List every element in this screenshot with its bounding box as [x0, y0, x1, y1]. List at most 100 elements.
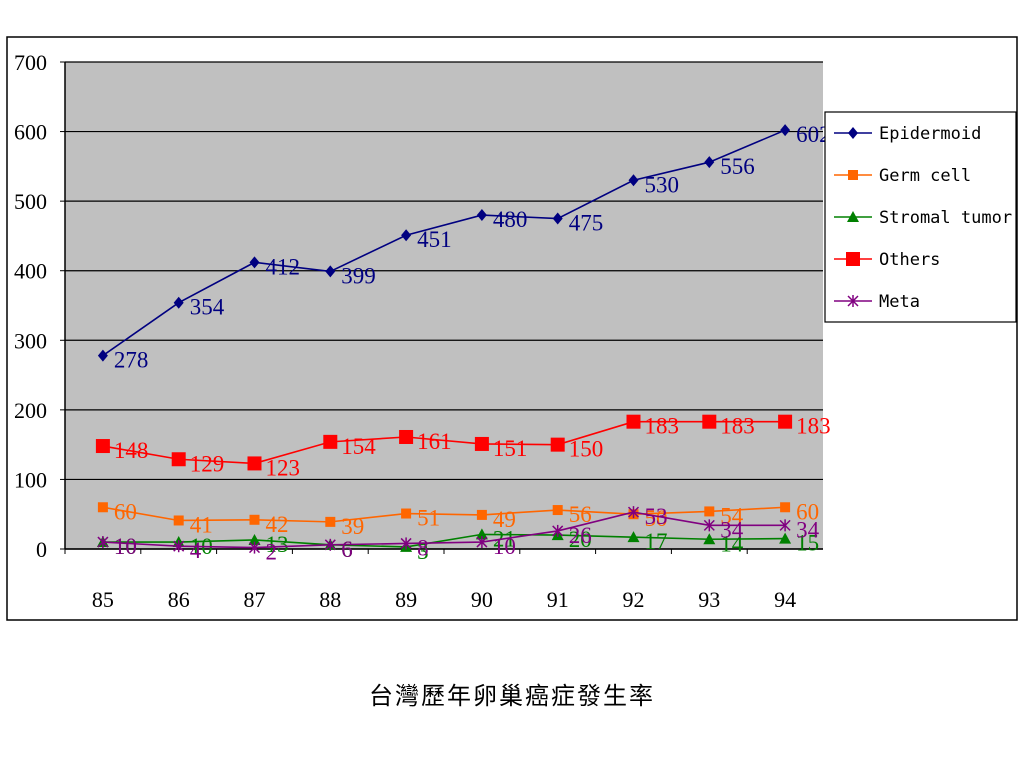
data-point [325, 265, 336, 278]
legend-marker [848, 127, 858, 139]
data-label: 15 [796, 531, 819, 556]
data-point [702, 414, 717, 429]
data-label: 60 [114, 499, 137, 524]
legend-item-others: Others [834, 250, 940, 270]
data-label: 123 [266, 455, 301, 480]
legend-item-germ-cell: Germ cell [834, 166, 971, 186]
data-label: 60 [796, 499, 819, 524]
data-point [171, 452, 186, 467]
y-tick-label: 700 [14, 50, 47, 75]
data-point [97, 536, 109, 549]
data-point [476, 509, 487, 520]
data-point [475, 528, 488, 540]
data-point [173, 515, 184, 526]
data-point [173, 540, 185, 553]
data-point [401, 229, 412, 242]
data-point [476, 536, 488, 549]
x-tick-label: 87 [244, 587, 266, 612]
data-point [627, 531, 640, 543]
data-label: 475 [569, 211, 604, 236]
data-label: 51 [417, 506, 440, 531]
data-point [626, 414, 641, 429]
data-label: 151 [493, 436, 528, 461]
data-label: 148 [114, 438, 148, 463]
data-label: 54 [720, 503, 744, 528]
y-tick-label: 600 [14, 120, 47, 145]
data-point [627, 506, 640, 519]
data-point [249, 514, 260, 525]
y-tick-label: 100 [14, 467, 47, 492]
legend-item-epidermoid: Epidermoid [834, 124, 981, 144]
y-tick-label: 0 [36, 537, 47, 562]
data-point [323, 434, 338, 449]
data-point [173, 296, 184, 309]
data-point [780, 502, 791, 513]
data-label: 183 [720, 414, 755, 439]
x-tick-label: 86 [168, 587, 190, 612]
data-point [247, 456, 262, 471]
data-point [97, 349, 108, 362]
data-point [399, 429, 414, 444]
data-label: 278 [114, 348, 148, 373]
data-point [704, 156, 715, 169]
data-label: 10 [114, 534, 137, 559]
data-label: 150 [569, 437, 604, 462]
series-line [102, 533, 786, 548]
data-label: 354 [190, 295, 225, 320]
data-point [552, 524, 564, 537]
data-label: 4 [190, 538, 202, 563]
legend-label: Others [879, 250, 940, 270]
data-label: 161 [417, 429, 452, 454]
legend: Epidermoid Germ cell Stromal tumor Others Me… [824, 111, 1017, 323]
data-label: 399 [341, 263, 376, 288]
data-label: 183 [645, 414, 680, 439]
data-point [401, 508, 412, 519]
data-label: 53 [645, 504, 668, 529]
data-point [400, 537, 412, 550]
x-tick-label: 89 [395, 587, 417, 612]
data-point [704, 506, 715, 517]
series-germ-cell: 60 41 42 39 51 49 56 50 54 60 [97, 499, 819, 539]
data-label: 451 [417, 227, 452, 252]
data-label: 8 [417, 535, 429, 560]
legend-marker [847, 211, 859, 222]
data-label: 49 [493, 507, 516, 532]
legend-item-stromal-tumor: Stromal tumor [834, 208, 1012, 228]
data-point [703, 533, 716, 545]
data-point [476, 209, 487, 222]
legend-label: Meta [879, 292, 920, 312]
y-tick-label: 500 [14, 189, 47, 214]
y-tick-label: 400 [14, 259, 47, 284]
data-label: 6 [341, 537, 353, 562]
data-point [325, 516, 336, 527]
data-label: 39 [341, 514, 364, 539]
series-line [102, 511, 786, 549]
data-label: 34 [720, 517, 744, 542]
data-label: 42 [266, 512, 289, 537]
data-point [552, 212, 563, 225]
data-label: 34 [796, 517, 820, 542]
data-point [779, 532, 792, 544]
data-label: 10 [493, 534, 516, 559]
legend-label: Epidermoid [879, 124, 981, 144]
data-label: 13 [266, 532, 289, 557]
data-point [324, 538, 336, 551]
data-point [249, 256, 260, 269]
data-point [97, 502, 108, 513]
data-label: 412 [266, 254, 301, 279]
data-label: 556 [720, 154, 755, 179]
data-label: 129 [190, 451, 225, 476]
series-others: 148 129 123 154 161 151 150 183 183 183 [95, 414, 831, 480]
legend-item-meta: Meta [834, 292, 920, 312]
data-point [779, 519, 791, 532]
data-point [474, 436, 489, 451]
data-point [780, 124, 791, 137]
data-point [778, 414, 793, 429]
x-tick-label: 90 [471, 587, 493, 612]
data-point [95, 439, 110, 454]
data-label: 50 [645, 506, 668, 531]
data-label: 480 [493, 207, 528, 232]
